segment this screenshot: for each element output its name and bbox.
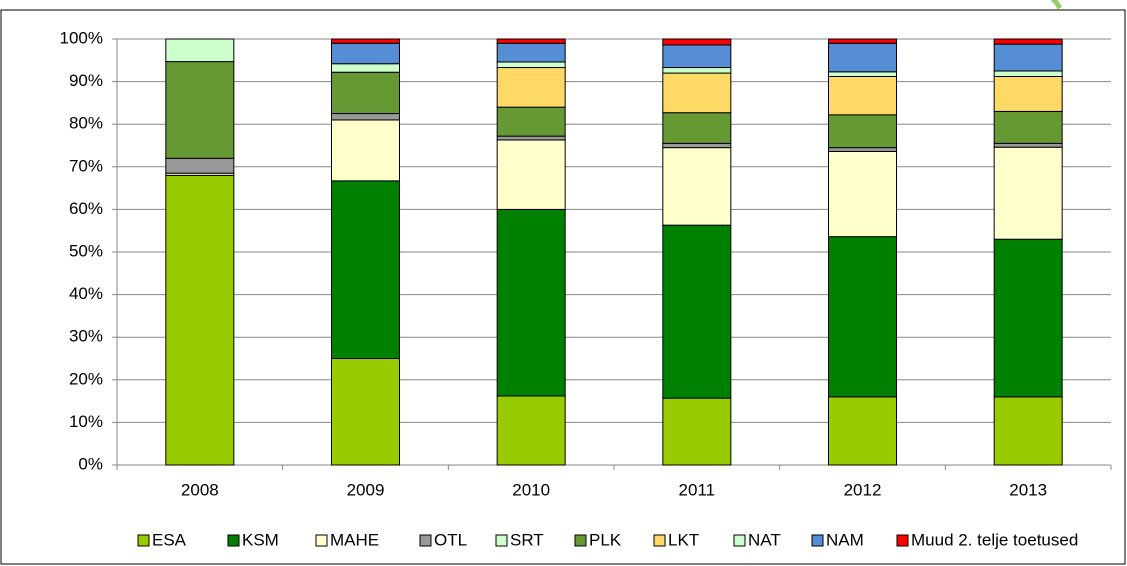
x-tick-label: 2010 — [512, 480, 550, 499]
legend-swatch — [896, 534, 909, 547]
bar-segment — [828, 38, 897, 44]
bar-segment — [993, 146, 1063, 240]
bar-segment — [496, 38, 566, 44]
bar-segment — [828, 147, 897, 152]
bar-segment — [165, 38, 235, 63]
bar-segment — [331, 358, 400, 466]
bar-segment — [993, 142, 1063, 148]
bar-segment — [496, 42, 566, 63]
bar-segment — [662, 142, 732, 149]
bar-segment — [662, 147, 732, 226]
bar-segment — [496, 135, 566, 141]
bar-segment — [165, 157, 235, 174]
bar-segment — [662, 72, 732, 114]
bar-segment — [331, 180, 400, 359]
bar-segment — [165, 174, 235, 466]
bar-segment — [496, 61, 566, 69]
x-tick-label: 2012 — [844, 480, 882, 499]
bar-segment — [828, 71, 897, 77]
y-tick-label: 100% — [60, 28, 103, 47]
y-tick-label: 50% — [69, 241, 103, 260]
legend-swatch — [653, 534, 666, 547]
bar-segment — [828, 42, 897, 73]
bar-segment — [662, 44, 732, 69]
y-tick-label: 60% — [69, 199, 103, 218]
legend-swatch — [495, 534, 508, 547]
y-tick-label: 40% — [69, 284, 103, 303]
bar-segment — [993, 38, 1063, 45]
bar-segment — [993, 43, 1063, 72]
x-tick-label: 2013 — [1009, 480, 1047, 499]
bar-segment — [496, 67, 566, 108]
legend-label: KSM — [242, 530, 279, 549]
bar-segment — [828, 150, 897, 238]
bar-segment — [331, 42, 400, 65]
bar-segment — [496, 139, 566, 210]
bar-segment — [662, 224, 732, 399]
y-tick-label: 80% — [69, 114, 103, 133]
y-tick-label: 20% — [69, 369, 103, 388]
y-tick-label: 10% — [69, 412, 103, 431]
bar-segment — [993, 238, 1063, 398]
legend-swatch — [574, 534, 587, 547]
x-tick-label: 2011 — [679, 480, 716, 499]
legend-label: LKT — [668, 530, 699, 549]
legend-swatch — [811, 534, 824, 547]
y-tick-label: 30% — [69, 327, 103, 346]
bar-segment — [331, 63, 400, 73]
logo-arc — [1050, 0, 1063, 10]
bar-segment — [496, 106, 566, 137]
bar-segment — [993, 110, 1063, 144]
bar-segment — [165, 61, 235, 159]
bar-segment — [662, 112, 732, 144]
bar-segment — [662, 67, 732, 74]
bar-segment — [331, 71, 400, 115]
x-tick-label: 2009 — [347, 480, 385, 499]
bar-segment — [331, 119, 400, 182]
y-tick-label: 70% — [69, 156, 103, 175]
bar-segment — [496, 208, 566, 397]
legend-label: ESA — [152, 530, 187, 549]
x-tick-label: 2008 — [181, 480, 219, 499]
y-tick-label: 0% — [78, 454, 103, 473]
bar-segment — [993, 75, 1063, 112]
bar-segment — [993, 70, 1063, 77]
legend-label: NAT — [748, 530, 781, 549]
legend-label: SRT — [510, 530, 544, 549]
legend-label: PLK — [589, 530, 622, 549]
legend-label: NAM — [826, 530, 864, 549]
legend-label: Muud 2. telje toetused — [911, 530, 1078, 549]
legend-swatch — [419, 534, 432, 547]
bar-segment — [662, 397, 732, 466]
legend-swatch — [315, 534, 328, 547]
legend-swatch — [227, 534, 240, 547]
bar-segment — [828, 236, 897, 398]
bar-segment — [828, 396, 897, 466]
y-tick-label: 90% — [69, 71, 103, 90]
bar-segment — [993, 396, 1063, 466]
legend-swatch — [137, 534, 150, 547]
bar-segment — [828, 75, 897, 116]
bar-segment — [496, 395, 566, 466]
legend-label: OTL — [434, 530, 467, 549]
bar-segment — [331, 113, 400, 121]
legend-label: MAHE — [330, 530, 379, 549]
bar-segment — [331, 38, 400, 44]
bar-segment — [828, 114, 897, 149]
legend-swatch — [733, 534, 746, 547]
bar-segment — [662, 38, 732, 46]
